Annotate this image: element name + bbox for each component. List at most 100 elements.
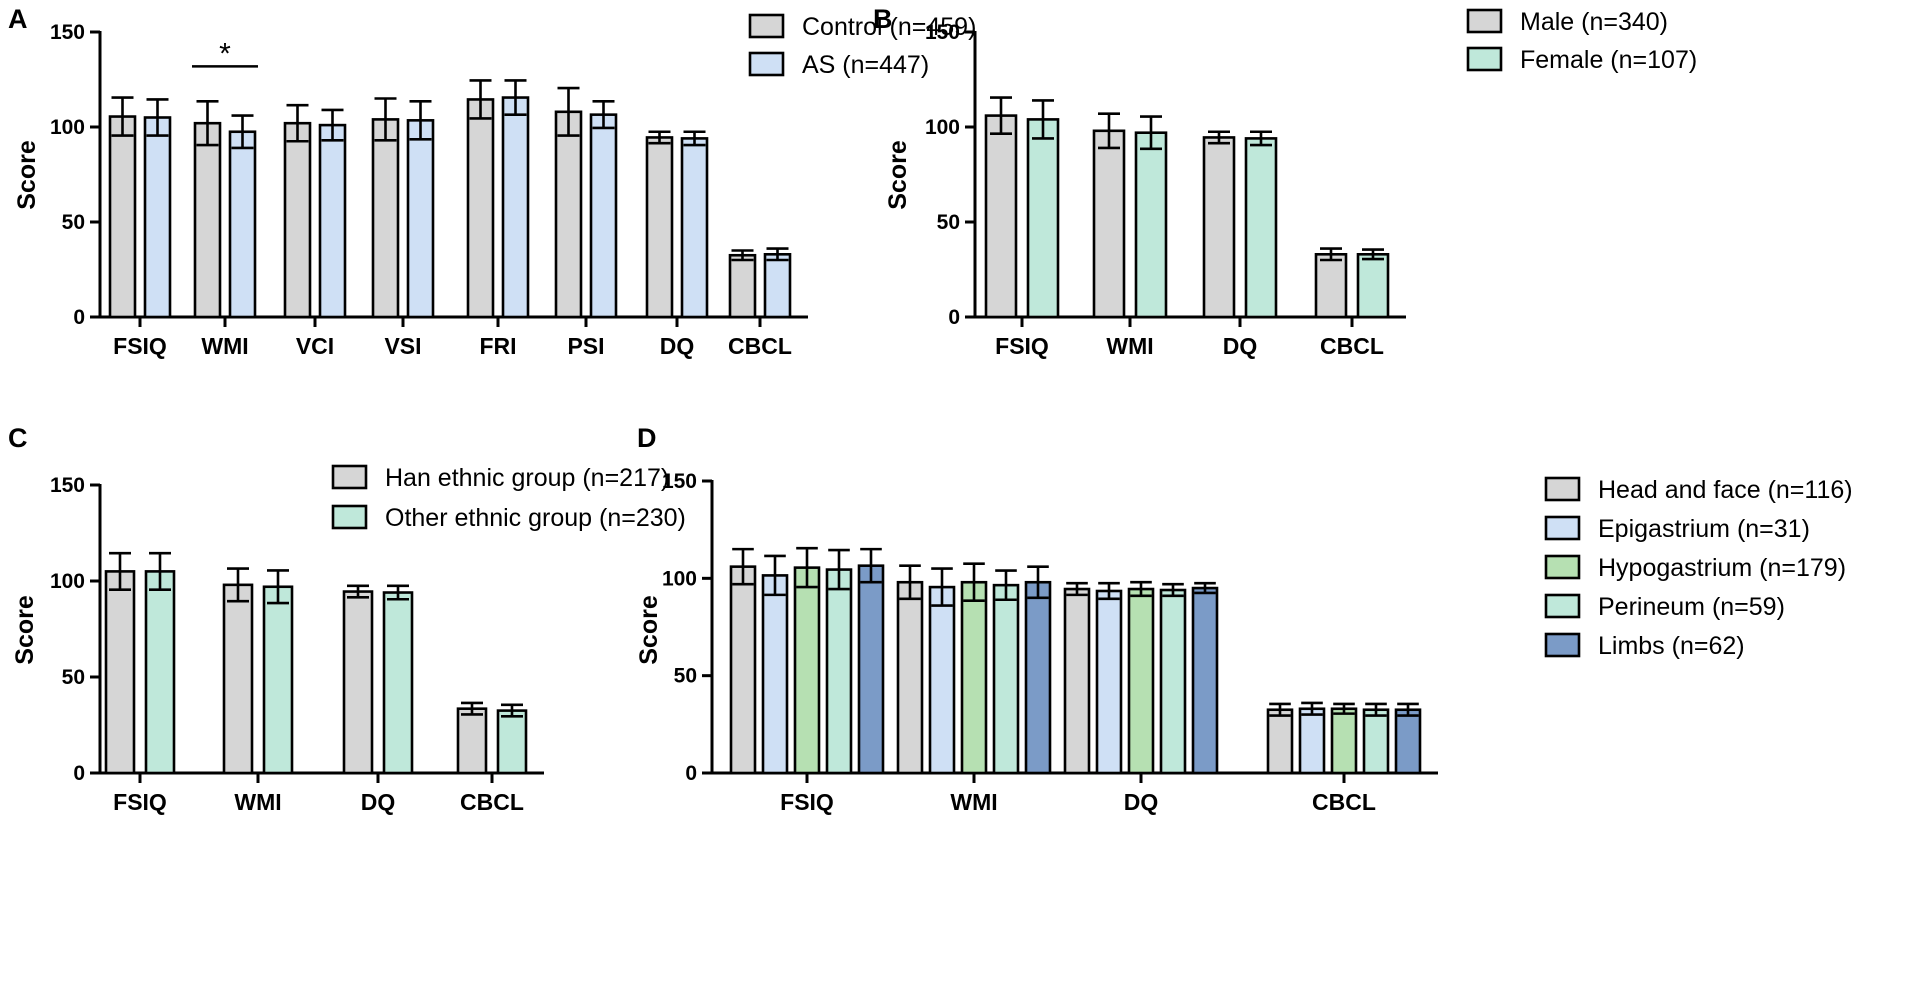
bar-wmi-other-ethnic-group [262, 585, 294, 775]
error-bar [1269, 702, 1291, 717]
significance-marker: * [219, 37, 231, 70]
error-bar [828, 548, 850, 591]
error-bar [1066, 581, 1088, 597]
panel-a: A Score 0 50 100 150 FSIQ WMI VCI VSI FRI PSI DQ CBCL… [8, 4, 976, 359]
x-tick-label-fsiq: FSIQ [113, 789, 167, 815]
x-tick-label-wmi: WMI [950, 789, 997, 815]
error-bar [732, 547, 754, 586]
legend-swatch [1544, 476, 1581, 502]
error-bar [764, 554, 786, 597]
bar-dq-perineum [1159, 588, 1187, 775]
x-tick-label-vci: VCI [296, 333, 334, 359]
y-tick-label: 150 [925, 21, 960, 44]
bar-fsiq-hypogastrium [793, 566, 821, 775]
bar-wmi-as [228, 130, 257, 319]
bar-fsiq-epigastrium [761, 574, 789, 775]
bar-wmi-hypogastrium [960, 580, 988, 775]
error-bar [1208, 130, 1230, 145]
x-tick-label-fri: FRI [479, 333, 516, 359]
legend-label: Perineum (n=59) [1598, 593, 1785, 621]
y-tick-label: 0 [948, 306, 960, 329]
error-bar [796, 546, 818, 589]
error-bar [347, 584, 369, 599]
error-bar [1032, 99, 1054, 140]
y-tick-label: 0 [73, 306, 85, 329]
y-tick-label: 50 [62, 666, 85, 689]
x-tick-label-wmi: WMI [1106, 333, 1153, 359]
error-bar [1320, 247, 1342, 262]
error-bar [995, 569, 1017, 602]
legend-swatch [1466, 8, 1503, 34]
legend-label: Male (n=340) [1520, 8, 1668, 36]
bar-cbcl-perineum [1362, 708, 1390, 775]
legend-label: Other ethnic group (n=230) [385, 504, 686, 532]
bar-wmi-control [193, 121, 222, 319]
bar-cbcl-male [1314, 253, 1348, 319]
y-tick-label: 0 [73, 762, 85, 785]
error-bar [683, 130, 706, 147]
bar-wmi-head-and-face [896, 580, 924, 775]
bar-cbcl-head-and-face [1266, 708, 1294, 775]
bar-wmi-limbs [1024, 580, 1052, 775]
legend-label: Head and face (n=116) [1598, 476, 1853, 504]
legend-label: Hypogastrium (n=179) [1598, 554, 1846, 582]
error-bar [149, 551, 171, 591]
bar-fsiq-female [1026, 118, 1060, 319]
bar-dq-limbs [1191, 586, 1219, 775]
bar-vsi-control [371, 118, 400, 319]
bar-fsiq-control [108, 115, 137, 319]
bar-fsiq-other-ethnic-group [144, 570, 176, 775]
x-tick-label-wmi: WMI [234, 789, 281, 815]
error-bar [321, 108, 344, 142]
legend-swatch [748, 51, 785, 77]
legend-swatch [331, 504, 368, 530]
error-bar [1301, 701, 1323, 716]
legend-swatch [748, 13, 785, 39]
legend-swatch [1544, 554, 1581, 580]
error-bar [1397, 702, 1419, 717]
bar-fsiq-head-and-face [729, 565, 757, 775]
error-bar [146, 98, 169, 137]
error-bar [963, 562, 985, 603]
error-bar [286, 103, 309, 143]
x-tick-label-dq: DQ [1223, 333, 1258, 359]
error-bar [109, 551, 131, 591]
error-bar [931, 567, 953, 607]
panel-c: C Score 0 50 100 150 FSIQ WMI DQ CBCL Han ethnic g… [8, 423, 686, 815]
error-bar [766, 247, 789, 262]
error-bar [1194, 581, 1216, 595]
legend-label: Epigastrium (n=31) [1598, 515, 1810, 543]
error-bar [1027, 565, 1049, 600]
x-tick-label-cbcl: CBCL [1320, 333, 1384, 359]
y-tick-label: 50 [674, 665, 697, 688]
legend: Han ethnic group (n=217) Other ethnic gro… [331, 464, 686, 532]
error-bar [1098, 112, 1120, 150]
bar-vci-as [318, 123, 347, 319]
bar-fsiq-male [984, 114, 1018, 319]
bar-fsiq-limbs [857, 564, 885, 775]
error-bar [227, 567, 249, 603]
x-tick-label-wmi: WMI [201, 333, 248, 359]
bar-dq-han-ethnic-group [342, 590, 374, 775]
bar-dq-control [645, 136, 674, 319]
bar-dq-head-and-face [1063, 587, 1091, 775]
error-bar [990, 96, 1012, 135]
bar-dq-other-ethnic-group [382, 591, 414, 775]
y-tick-label: 0 [685, 762, 697, 785]
error-bar [461, 701, 483, 716]
y-tick-label: 100 [662, 567, 697, 590]
error-bar [267, 569, 289, 605]
error-bar [504, 79, 527, 116]
y-tick-label: 50 [937, 211, 960, 234]
bar-dq-male [1202, 136, 1236, 319]
y-tick-label: 150 [662, 470, 697, 493]
error-bar [648, 130, 671, 145]
legend-label: Han ethnic group (n=217) [385, 464, 669, 492]
x-tick-label-cbcl: CBCL [728, 333, 792, 359]
bar-fsiq-perineum [825, 568, 853, 775]
error-bar [1250, 130, 1272, 147]
x-tick-label-cbcl: CBCL [460, 789, 524, 815]
x-tick-label-cbcl: CBCL [1312, 789, 1376, 815]
panel-letter: B [873, 4, 893, 34]
